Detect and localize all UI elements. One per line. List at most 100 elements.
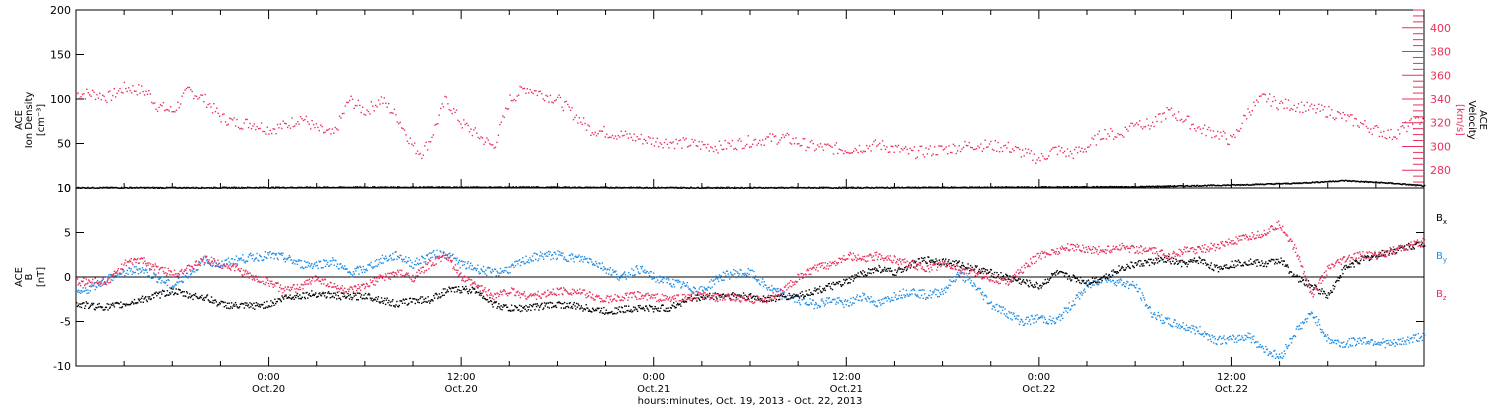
data-point	[1278, 182, 1280, 185]
data-point	[1123, 186, 1125, 189]
data-point	[526, 186, 528, 188]
data-point	[1360, 340, 1362, 342]
data-point	[1197, 330, 1200, 332]
data-point	[165, 279, 168, 282]
data-point	[274, 298, 276, 300]
data-point	[138, 300, 140, 302]
data-point	[121, 306, 124, 308]
data-point	[570, 258, 572, 260]
data-point	[1384, 346, 1387, 349]
data-point	[694, 287, 696, 290]
data-point	[1319, 110, 1321, 112]
data-point	[919, 297, 921, 299]
data-point	[422, 257, 424, 259]
data-point	[401, 127, 403, 129]
data-point	[310, 264, 312, 266]
data-point	[868, 298, 871, 300]
data-point	[225, 259, 227, 261]
data-point	[1076, 152, 1079, 154]
data-point	[1221, 185, 1223, 187]
data-point	[896, 298, 898, 301]
data-point	[202, 299, 204, 301]
data-point	[1146, 304, 1148, 307]
data-point	[336, 128, 338, 130]
data-point	[520, 261, 522, 263]
data-point	[1367, 181, 1370, 184]
data-point	[886, 146, 888, 148]
data-point	[579, 260, 581, 262]
data-point	[1191, 324, 1193, 327]
data-point	[221, 260, 223, 262]
data-point	[81, 303, 83, 305]
density-tick-label: 50	[57, 138, 71, 151]
data-point	[1095, 280, 1097, 282]
data-point	[871, 186, 873, 189]
data-point	[115, 275, 117, 277]
data-point	[1397, 129, 1399, 131]
data-point	[532, 92, 534, 95]
data-point	[250, 252, 252, 254]
data-point	[470, 128, 472, 130]
data-point	[184, 275, 186, 278]
data-point	[117, 302, 120, 304]
data-point	[1045, 322, 1047, 324]
data-point	[252, 254, 254, 256]
data-point	[377, 263, 380, 265]
data-point	[486, 298, 489, 301]
data-point	[1012, 313, 1014, 315]
data-point	[91, 89, 94, 92]
data-point	[276, 257, 278, 259]
data-point	[1184, 329, 1187, 332]
data-point	[386, 259, 388, 262]
data-point	[1009, 312, 1011, 314]
data-point	[324, 265, 327, 268]
data-point	[132, 301, 134, 304]
data-point	[972, 285, 974, 287]
data-point	[1310, 313, 1312, 315]
data-point	[367, 110, 370, 113]
data-point	[408, 302, 410, 305]
data-point	[207, 261, 209, 263]
data-point	[189, 273, 192, 276]
data-point	[242, 128, 244, 130]
data-point	[1006, 316, 1009, 318]
data-point	[458, 289, 461, 291]
data-point	[1157, 186, 1159, 188]
data-point	[1072, 300, 1074, 302]
data-point	[782, 134, 784, 136]
data-point	[556, 186, 558, 188]
data-point	[1278, 357, 1280, 359]
data-point	[424, 186, 426, 188]
data-point	[1128, 284, 1131, 286]
data-point	[1050, 319, 1052, 322]
data-point	[87, 289, 89, 291]
data-point	[1245, 184, 1247, 186]
data-point	[346, 296, 348, 298]
data-point	[443, 186, 445, 188]
data-point	[886, 300, 888, 302]
data-point	[869, 301, 871, 303]
data-point	[899, 151, 901, 153]
data-point	[1087, 186, 1089, 188]
data-point	[384, 303, 387, 306]
data-point	[286, 259, 288, 261]
data-point	[452, 253, 454, 255]
data-point	[575, 114, 578, 116]
data-point	[459, 267, 461, 269]
data-point	[1275, 182, 1277, 185]
data-point	[839, 300, 842, 303]
data-point	[653, 145, 656, 147]
data-point	[1032, 318, 1034, 320]
data-point	[141, 295, 144, 297]
data-point	[126, 304, 128, 306]
data-point	[730, 273, 733, 275]
data-point	[867, 186, 869, 189]
data-point	[605, 272, 607, 274]
data-point	[211, 112, 214, 114]
data-point	[451, 254, 453, 257]
data-point	[476, 186, 478, 188]
data-point	[92, 285, 94, 287]
data-point	[190, 295, 193, 297]
data-point	[425, 141, 427, 143]
data-point	[538, 258, 540, 260]
